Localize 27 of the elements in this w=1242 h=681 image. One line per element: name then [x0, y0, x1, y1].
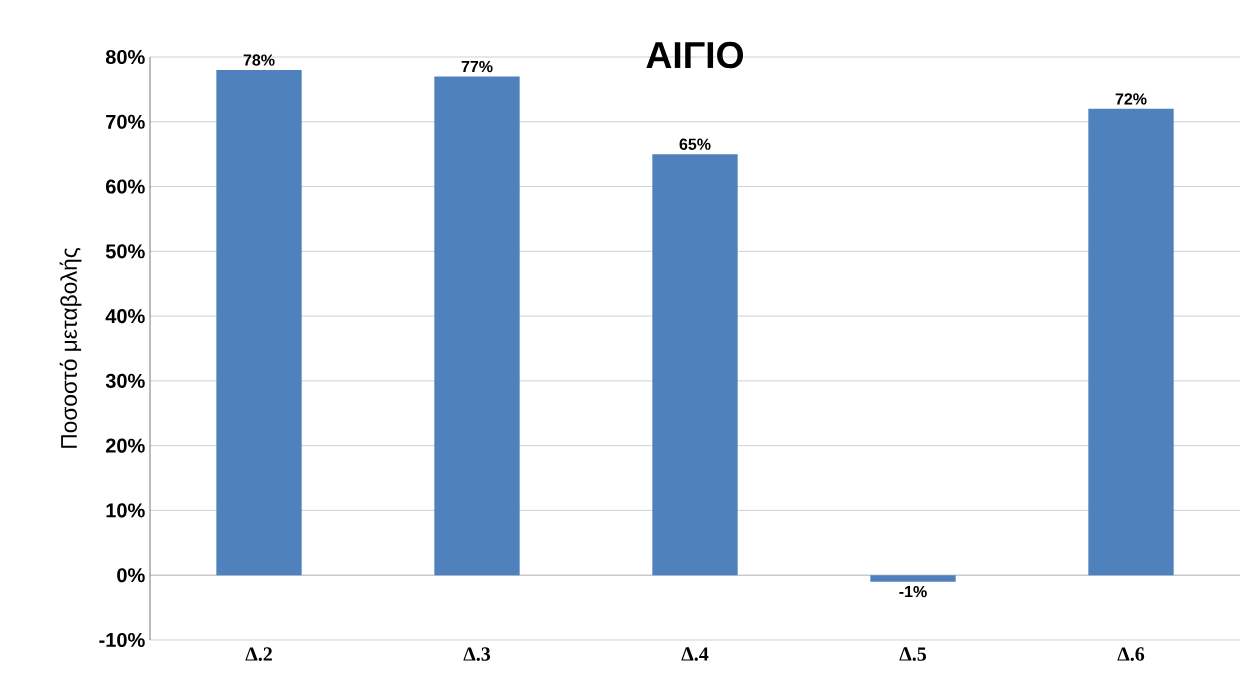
- bar: [652, 154, 738, 576]
- y-tick-label: 80%: [105, 49, 145, 65]
- chart-title: ΑΙΓΙΟ: [646, 41, 744, 69]
- y-axis-title: Ποσοστό μεταβολής: [59, 248, 82, 448]
- x-tick-label: Δ.6: [1117, 647, 1145, 661]
- y-tick-label: 10%: [106, 503, 145, 518]
- x-tick-label: Δ.4: [681, 647, 709, 661]
- y-tick-label: 0%: [117, 568, 145, 583]
- bar: [434, 76, 520, 576]
- bar: [870, 575, 956, 582]
- data-label: -1%: [899, 585, 927, 598]
- data-label: 77%: [461, 60, 493, 73]
- x-tick-label: Δ.5: [899, 647, 927, 661]
- y-tick-label: 70%: [106, 114, 145, 129]
- data-label: 65%: [679, 138, 711, 150]
- x-tick-label: Δ.3: [463, 647, 491, 661]
- y-tick-label: 20%: [105, 438, 145, 453]
- data-label: 72%: [1115, 93, 1147, 105]
- y-tick-label: 40%: [105, 309, 145, 324]
- x-tick-label: Δ.2: [245, 647, 272, 661]
- y-tick-label: 60%: [106, 179, 145, 194]
- bar: [1088, 108, 1174, 576]
- y-tick-label: 50%: [105, 244, 145, 259]
- bar: [216, 69, 302, 576]
- y-tick-label: 30%: [105, 373, 145, 388]
- data-label: 78%: [243, 54, 275, 66]
- y-tick-label: -10%: [99, 632, 145, 648]
